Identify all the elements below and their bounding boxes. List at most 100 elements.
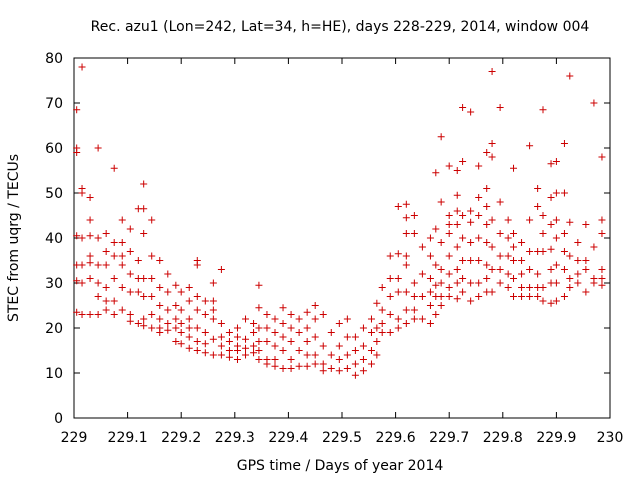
data-point [287, 311, 295, 318]
data-point [102, 261, 110, 269]
data-point [201, 349, 209, 357]
data-point [488, 266, 496, 273]
data-point [271, 356, 279, 363]
data-point [552, 297, 560, 305]
data-point [560, 248, 568, 255]
data-point [426, 288, 434, 296]
data-point [118, 284, 126, 291]
data-point [94, 311, 102, 318]
data-point [303, 351, 311, 359]
data-point [311, 351, 319, 359]
data-point [102, 297, 110, 305]
data-point [185, 333, 193, 341]
data-point [242, 344, 250, 352]
data-point [148, 324, 156, 332]
data-point [185, 315, 193, 323]
data-point [73, 277, 81, 285]
data-point [78, 234, 86, 242]
x-axis-label: GPS time / Days of year 2014 [237, 458, 444, 474]
y-tick-label: 20 [45, 321, 63, 337]
y-tick-label: 50 [45, 186, 63, 202]
data-point [488, 288, 496, 296]
data-point [279, 365, 287, 372]
data-point [518, 270, 526, 278]
data-point [78, 261, 86, 269]
data-point [504, 270, 512, 278]
data-point [432, 225, 440, 233]
data-point [367, 329, 375, 336]
data-point [402, 200, 410, 208]
data-point [410, 293, 418, 300]
data-point [201, 329, 209, 336]
data-point [78, 189, 86, 197]
data-point [126, 311, 134, 318]
data-point [437, 279, 445, 287]
data-point [410, 315, 418, 323]
data-point [504, 284, 512, 291]
data-point [102, 248, 110, 255]
data-point [86, 275, 94, 282]
data-point [539, 230, 547, 237]
data-point [459, 257, 467, 264]
data-point [534, 293, 542, 300]
data-point [552, 216, 560, 224]
x-tick-label: 229.1 [108, 430, 148, 446]
data-point [467, 207, 475, 215]
plot-area [73, 57, 611, 419]
data-point [418, 270, 426, 278]
data-point [426, 252, 434, 260]
data-point [156, 329, 164, 336]
data-point [327, 351, 335, 359]
data-point [582, 266, 590, 273]
data-point [467, 279, 475, 287]
data-point [459, 158, 467, 165]
data-point [488, 140, 496, 147]
data-point [118, 216, 126, 224]
data-point [73, 232, 81, 240]
data-point [311, 333, 319, 341]
x-tick-label: 229.3 [215, 430, 255, 446]
data-point [140, 230, 148, 237]
data-point [78, 279, 86, 287]
data-point [86, 216, 94, 224]
data-point [78, 311, 86, 318]
data-point [94, 293, 102, 300]
data-point [432, 281, 440, 289]
data-point [394, 288, 402, 296]
data-point [496, 252, 504, 260]
data-point [225, 353, 233, 361]
data-point [110, 164, 118, 172]
data-point [467, 218, 475, 226]
data-point [242, 351, 250, 359]
data-point [279, 347, 287, 354]
data-point [359, 356, 367, 363]
data-point [539, 212, 547, 219]
data-point [126, 288, 134, 296]
data-point [534, 270, 542, 278]
data-point [118, 239, 126, 246]
data-point [445, 270, 453, 278]
data-point [110, 239, 118, 246]
data-point [510, 257, 518, 264]
data-point [483, 221, 491, 228]
data-point [279, 304, 287, 312]
data-point [193, 347, 201, 354]
data-point [582, 257, 590, 264]
data-point [526, 266, 534, 273]
data-point [467, 257, 475, 264]
data-point [534, 203, 542, 210]
data-point [311, 360, 319, 368]
data-point [327, 329, 335, 336]
data-point [410, 279, 418, 287]
data-point [359, 342, 367, 350]
data-point [287, 338, 295, 345]
data-point [574, 270, 582, 278]
data-point [459, 104, 467, 111]
data-point [445, 284, 453, 291]
data-point [566, 284, 574, 291]
data-point [552, 234, 560, 242]
data-point [164, 326, 172, 334]
data-point [426, 320, 434, 327]
data-point [250, 349, 258, 357]
data-point [475, 194, 483, 201]
